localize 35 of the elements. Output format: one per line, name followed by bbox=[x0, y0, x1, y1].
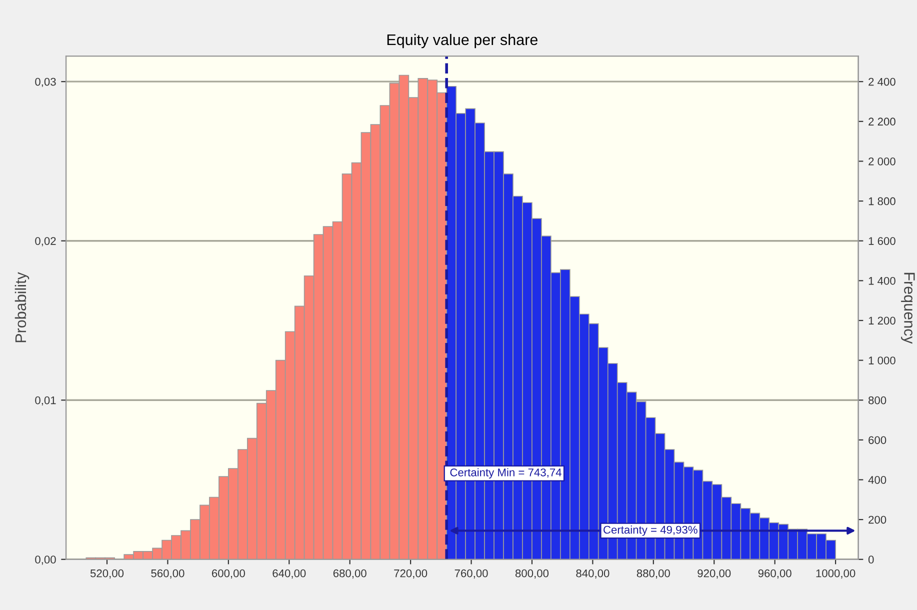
y2-tick-label: 2 400 bbox=[868, 78, 896, 86]
x-tick-label: 960,00 bbox=[758, 569, 792, 579]
x-tick-label: 760,00 bbox=[454, 569, 488, 579]
y2-tick-label: 1 200 bbox=[868, 316, 896, 325]
chart-title: Equity value per share bbox=[387, 34, 538, 48]
annotation: Certainty Min = 743,74 bbox=[450, 468, 562, 479]
x-tick-label: 600,00 bbox=[212, 569, 245, 579]
x-tick-label: 800,00 bbox=[515, 569, 549, 579]
y2-tick-label: 2 200 bbox=[868, 118, 896, 126]
x-tick-label: 720,00 bbox=[394, 569, 428, 579]
y2-tick-label: 1 800 bbox=[868, 197, 896, 206]
x-tick-label: 880,00 bbox=[636, 569, 670, 579]
y-tick-label: 0,00 bbox=[35, 556, 56, 565]
y2-tick-label: 200 bbox=[868, 516, 886, 524]
y2-tick-label: 1 400 bbox=[868, 276, 896, 285]
y2-tick-label: 400 bbox=[868, 476, 886, 484]
y2-tick-label: 1 600 bbox=[868, 237, 896, 245]
y2-tick-label: 800 bbox=[868, 396, 886, 404]
x-tick-label: 680,00 bbox=[333, 569, 366, 579]
x-tick-label: 560,00 bbox=[151, 569, 184, 579]
y2-tick-label: 600 bbox=[868, 436, 886, 444]
x-tick-label: 920,00 bbox=[698, 569, 731, 579]
annotation: Certainty = 49,93% bbox=[604, 526, 698, 536]
y-tick-label: 0,02 bbox=[35, 237, 56, 246]
y-tick-label: 0,01 bbox=[35, 396, 56, 406]
y2-axis-title: Frequency bbox=[901, 272, 915, 344]
y2-tick-label: 2 000 bbox=[868, 157, 896, 166]
x-tick-label: 840,00 bbox=[576, 569, 610, 579]
x-tick-label: 1000,00 bbox=[816, 569, 856, 579]
x-tick-label: 520,00 bbox=[90, 569, 124, 579]
y2-tick-label: 1 000 bbox=[868, 356, 896, 364]
y2-tick-label: 0 bbox=[868, 556, 874, 564]
y-tick-label: 0,03 bbox=[35, 78, 56, 88]
y-axis-title: Probability bbox=[14, 272, 30, 342]
x-tick-label: 640,00 bbox=[272, 569, 306, 579]
